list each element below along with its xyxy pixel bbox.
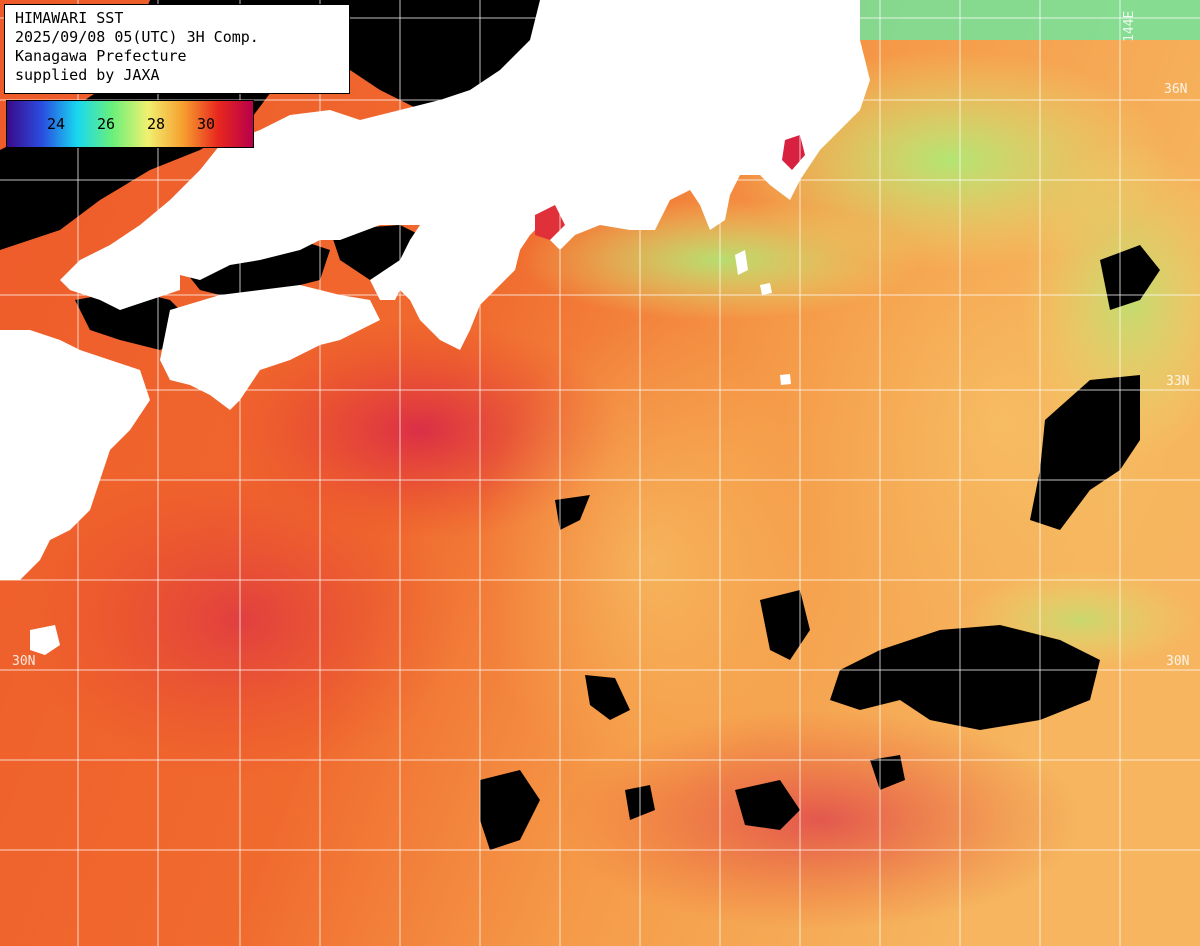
colorbar-tick-26: 26 xyxy=(97,115,116,133)
map-info-box: HIMAWARI SST 2025/09/08 05(UTC) 3H Comp.… xyxy=(4,4,350,94)
lat-label-30n-west: 30N xyxy=(12,654,36,669)
product-title: HIMAWARI SST xyxy=(15,9,124,27)
land-honshu xyxy=(60,0,870,350)
lat-label-30n-east: 30N xyxy=(1166,654,1190,669)
land xyxy=(0,0,870,655)
pale-band-center xyxy=(480,320,820,800)
data-credit: supplied by JAXA xyxy=(15,66,160,84)
lon-label-144e: 144E xyxy=(1122,10,1137,42)
lat-label-33n-west: 33N xyxy=(10,374,34,389)
land-izu-island-2 xyxy=(780,374,791,385)
land-tanegashima xyxy=(30,625,60,655)
land-izu-island xyxy=(760,283,772,295)
observation-time: 2025/09/08 05(UTC) 3H Comp. xyxy=(15,28,259,46)
lat-label-33n-east: 33N xyxy=(1166,374,1190,389)
lat-label-36n: 36N xyxy=(1164,82,1188,97)
land-izu-island-3 xyxy=(735,250,748,275)
colorbar-tick-30: 30 xyxy=(197,115,216,133)
land-kyushu xyxy=(0,330,150,580)
cool-water-top xyxy=(860,0,1200,40)
bay-ise xyxy=(535,205,565,240)
region-name: Kanagawa Prefecture xyxy=(15,47,187,65)
bay-tokyo xyxy=(782,135,805,170)
colorbar-tick-24: 24 xyxy=(47,115,66,133)
colorbar-tick-28: 28 xyxy=(147,115,166,133)
land-shikoku xyxy=(160,285,380,410)
temperature-colorbar: 24 26 28 30 xyxy=(6,100,254,148)
